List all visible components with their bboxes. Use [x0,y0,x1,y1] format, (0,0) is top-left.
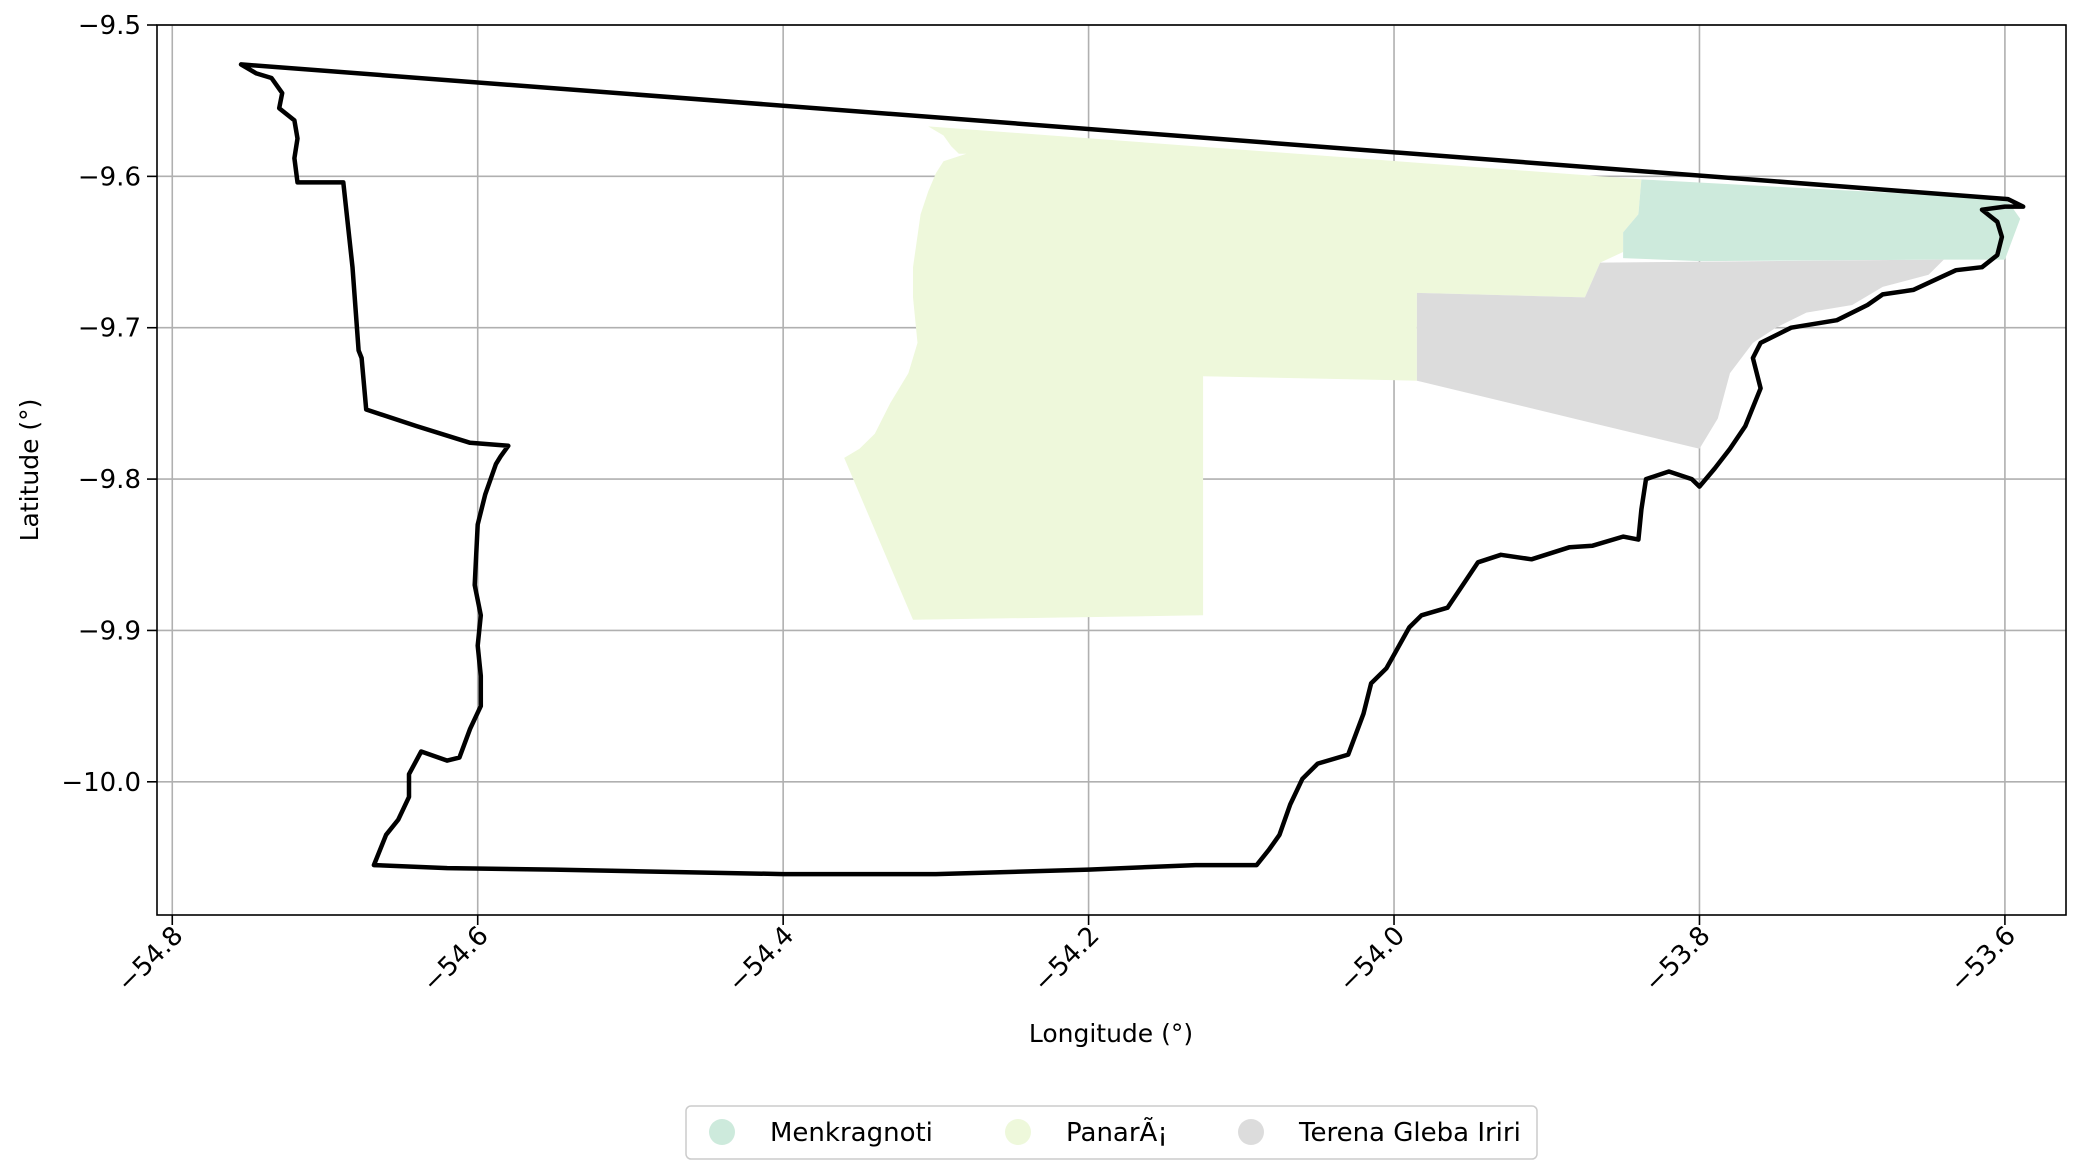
y-tick-label: −10.0 [61,768,141,798]
y-tick-label: −9.9 [78,616,141,646]
municipality-boundary [238,62,2026,877]
boundary-outline [238,62,2026,877]
area-menkragnoti [1623,179,2021,262]
legend: Menkragnoti PanarÃ¡ Terena Gleba Iriri [685,1105,1538,1160]
legend-label: Terena Gleba Iriri [1298,1118,1521,1148]
legend-entries: Menkragnoti PanarÃ¡ Terena Gleba Iriri [709,1116,1521,1148]
y-tick-label: −9.8 [78,465,141,495]
y-tick-label: −9.7 [78,314,141,344]
legend-marker-menkragnoti [709,1119,735,1145]
legend-frame [685,1105,1538,1160]
legend-label: Menkragnoti [770,1118,933,1148]
y-tick-label: −9.5 [78,11,141,41]
legend-marker-terena-gleba-iriri [1238,1119,1264,1145]
y-axis-label: Latitude (°) [15,399,44,542]
area-panar [844,126,1642,620]
area-terena-gleba-iriri [1416,259,1944,449]
legend-label: PanarÃ¡ [1066,1116,1168,1148]
x-axis-label: Longitude (°) [1029,1019,1193,1048]
y-axis-ticks: −9.5 −9.6 −9.7 −9.8 −9.9 −10.0 [61,11,157,798]
legend-marker-panar [1005,1119,1031,1145]
plot-frame [156,24,2067,916]
y-tick-label: −9.6 [78,162,141,192]
territory-areas [844,126,2021,620]
